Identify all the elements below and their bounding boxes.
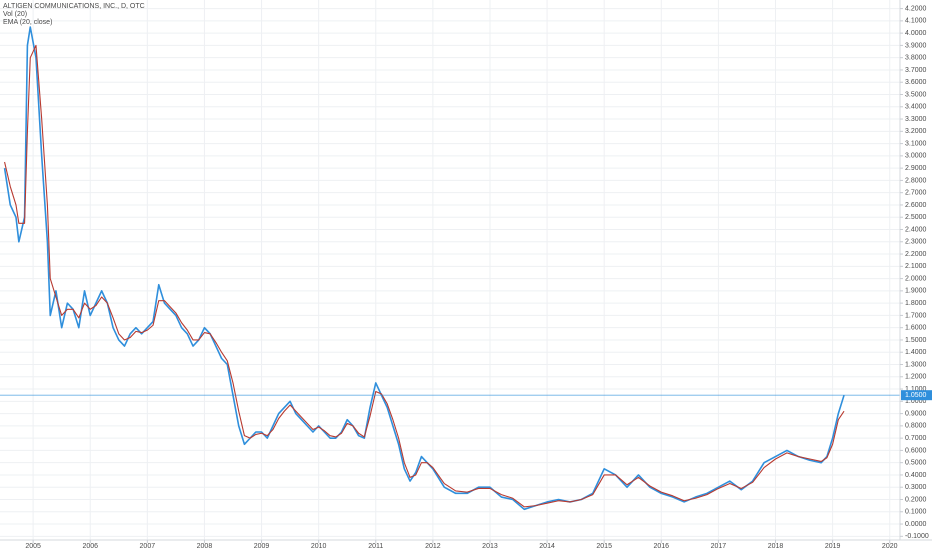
grid-layer	[0, 0, 900, 540]
y-tick-label: 3.4000	[905, 104, 927, 111]
x-tick-label: 2005	[25, 543, 41, 550]
y-tick-label: 4.0000	[905, 30, 927, 37]
y-tick-label: 3.0000	[905, 153, 927, 160]
x-tick-label: 2018	[768, 543, 784, 550]
y-tick-label: 3.6000	[905, 79, 927, 86]
y-tick-label: 0.8000	[905, 423, 927, 430]
y-tick-label: 3.2000	[905, 128, 927, 135]
x-tick-label: 2006	[82, 543, 98, 550]
y-tick-label: 2.7000	[905, 190, 927, 197]
ema-label: EMA (20, close)	[3, 19, 52, 26]
y-tick-label: 0.9000	[905, 410, 927, 417]
x-tick-label: 2015	[596, 543, 612, 550]
x-tick-label: 2017	[711, 543, 727, 550]
x-tick-label: 2014	[539, 543, 555, 550]
x-tick-label: 2020	[882, 543, 898, 550]
x-tick-label: 2013	[482, 543, 498, 550]
y-tick-label: 2.0000	[905, 275, 927, 282]
x-tick-label: 2019	[825, 543, 841, 550]
y-tick-label: 0.3000	[905, 484, 927, 491]
x-tick-label: 2009	[254, 543, 270, 550]
y-tick-label: 4.1000	[905, 18, 927, 25]
y-tick-label: 4.2000	[905, 5, 927, 12]
x-tick-label: 2016	[654, 543, 670, 550]
y-tick-label: 1.1000	[905, 386, 927, 393]
y-tick-label: 3.7000	[905, 67, 927, 74]
y-tick-label: 3.8000	[905, 55, 927, 62]
ema-line	[4, 44, 845, 508]
y-tick-label: 0.5000	[905, 460, 927, 467]
x-tick-label: 2011	[368, 543, 383, 550]
y-tick-label: 0.7000	[905, 435, 927, 442]
mark-layer	[0, 26, 900, 511]
y-tick-label: 2.9000	[905, 165, 927, 172]
y-tick-label: 1.2000	[905, 374, 927, 381]
x-tick-label: 2010	[311, 543, 327, 550]
y-tick-label: 2.5000	[905, 214, 927, 221]
last-price-box	[901, 390, 932, 401]
y-tick-label: 3.3000	[905, 116, 927, 123]
y-tick-label: 1.8000	[905, 300, 927, 307]
y-tick-label: 1.4000	[905, 349, 927, 356]
y-tick-label: 0.6000	[905, 447, 927, 454]
y-tick-label: 3.9000	[905, 42, 927, 49]
last-price-label: 1.0500	[905, 392, 927, 399]
x-tick-label: 2008	[197, 543, 213, 550]
y-tick-label: 2.1000	[905, 263, 927, 270]
y-tick-label: -0.1000	[905, 533, 929, 540]
y-tick-label: 2.2000	[905, 251, 927, 258]
y-tick-label: 0.1000	[905, 509, 927, 516]
x-tick-label: 2007	[140, 543, 156, 550]
y-tick-label: 1.3000	[905, 361, 927, 368]
y-tick-label: 2.8000	[905, 177, 927, 184]
y-tick-label: 1.9000	[905, 288, 927, 295]
y-tick-label: 0.4000	[905, 472, 927, 479]
y-tick-label: 0.0000	[905, 521, 927, 528]
y-tick-label: 1.5000	[905, 337, 927, 344]
x-tick-label: 2012	[425, 543, 441, 550]
y-tick-label: 2.4000	[905, 226, 927, 233]
y-tick-label: 1.7000	[905, 312, 927, 319]
y-tick-label: 1.6000	[905, 325, 927, 332]
y-tick-label: 3.1000	[905, 140, 927, 147]
volume-label: Vol (20)	[3, 11, 27, 18]
chart-title: ALTIGEN COMMUNICATIONS, INC., D, OTC	[3, 3, 145, 10]
y-tick-label: 2.6000	[905, 202, 927, 209]
y-tick-label: 3.5000	[905, 91, 927, 98]
y-tick-label: 0.2000	[905, 496, 927, 503]
y-tick-label: 2.3000	[905, 239, 927, 246]
y-tick-label: 1.0000	[905, 398, 927, 405]
